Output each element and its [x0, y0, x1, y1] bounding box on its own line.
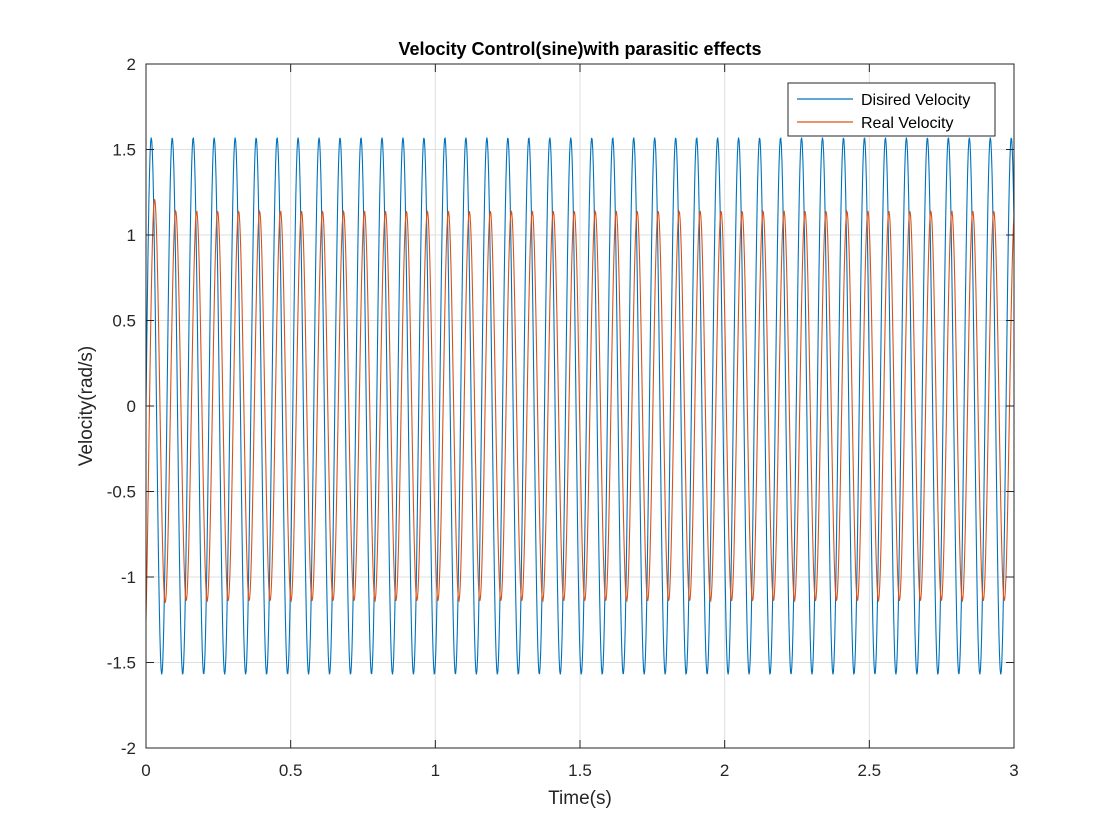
y-tick-label: -0.5: [107, 483, 136, 502]
x-tick-label: 3: [1009, 761, 1018, 780]
y-tick-label: -1: [121, 568, 136, 587]
y-tick-label: 1.5: [112, 141, 136, 160]
grid: [146, 64, 1014, 748]
series-line-real-velocity: [145, 199, 1015, 620]
x-tick-label: 0: [141, 761, 150, 780]
chart-title: Velocity Control(sine)with parasitic eff…: [398, 39, 761, 59]
y-axis-label: Velocity(rad/s): [76, 346, 97, 466]
y-tick-label: 2: [127, 55, 136, 74]
y-tick-label: 0: [127, 397, 136, 416]
legend: Disired Velocity Real Velocity: [787, 82, 996, 137]
x-tick-label: 2: [720, 761, 729, 780]
legend-label-disired-velocity: Disired Velocity: [861, 92, 970, 109]
y-tick-label: -2: [121, 739, 136, 758]
y-tick-label: 0.5: [112, 312, 136, 331]
legend-label-real-velocity: Real Velocity: [861, 115, 954, 132]
series-line-disired-velocity: [145, 137, 1015, 675]
y-tick-label: 1: [127, 226, 136, 245]
x-tick-label: 1: [431, 761, 440, 780]
x-tick-label: 1.5: [568, 761, 592, 780]
series-lines: [145, 137, 1015, 675]
x-tick-label: 2.5: [858, 761, 882, 780]
x-tick-label: 0.5: [279, 761, 303, 780]
ticks: 0 0.5 1 1.5 2 2.5 3 -2 -1.5 -1 -0.5 0 0.5 1 1.5 2: [107, 55, 1019, 780]
y-tick-label: -1.5: [107, 654, 136, 673]
legend-box: [787, 82, 996, 137]
x-axis-label: Time(s): [548, 788, 612, 809]
